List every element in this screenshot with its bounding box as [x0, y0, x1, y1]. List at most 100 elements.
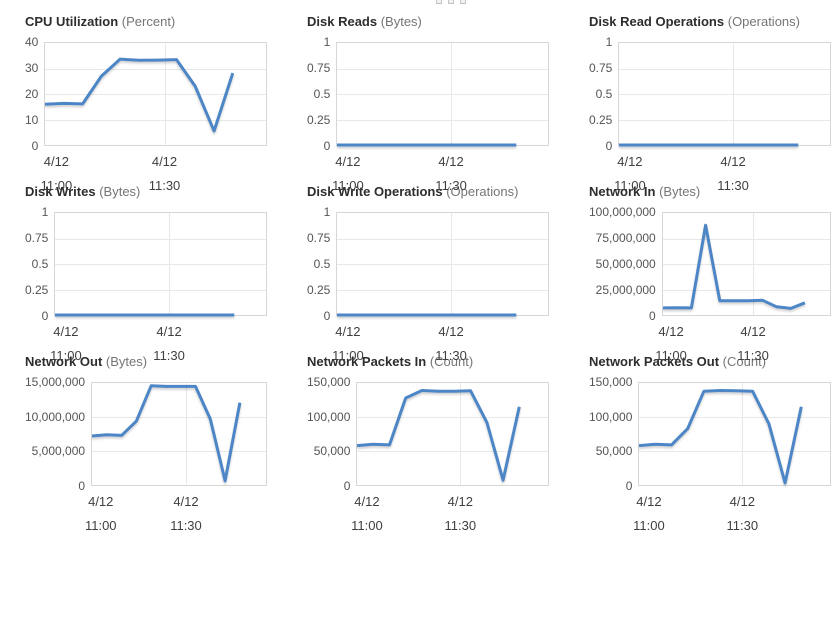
chart-body: 1 0.75 0.5 0.25 0 4/12 11:00 4/12 11:30 — [589, 35, 831, 193]
horizontal-gridline — [337, 68, 548, 70]
x-axis-label: 4/12 11:00 — [633, 494, 665, 533]
y-axis: 150,000 100,000 50,000 0 — [589, 375, 633, 493]
x-axis-label: 4/12 11:00 — [41, 154, 73, 193]
x-label-time: 11:30 — [726, 518, 759, 533]
x-label-date: 4/12 — [151, 154, 178, 169]
x-label-date: 4/12 — [354, 494, 380, 509]
horizontal-gridline — [357, 416, 548, 418]
vertical-gridline — [733, 43, 735, 145]
x-label-time: 11:30 — [148, 178, 181, 193]
metric-chart-card: Network In (Bytes) 100,000,000 75,000,000… — [589, 184, 831, 363]
x-label-date: 4/12 — [447, 494, 473, 509]
horizontal-gridline — [662, 264, 830, 265]
vertical-gridline — [460, 383, 462, 485]
chart-unit-text: (Count) — [429, 354, 474, 369]
chart-title-text: Network Packets Out — [589, 354, 720, 369]
chart-title: Network Out (Bytes) — [25, 354, 267, 370]
y-axis: 150,000 100,000 50,000 0 — [307, 375, 351, 493]
x-label-time: 11:30 — [435, 178, 467, 193]
x-axis-label: 4/12 11:00 — [351, 494, 383, 533]
x-axis-label: 4/12 11:30 — [717, 154, 749, 193]
x-label-time: 11:00 — [40, 178, 73, 193]
metric-chart-card: Disk Write Operations (Operations) 1 0.75… — [307, 184, 549, 363]
y-axis: 15,000,000 10,000,000 5,000,000 0 — [25, 375, 86, 493]
plot-area[interactable]: 4/12 11:00 4/12 11:30 — [85, 382, 267, 533]
plot-area[interactable]: 4/12 11:00 4/12 11:30 — [50, 212, 267, 363]
metric-line-chart — [45, 57, 235, 133]
horizontal-gridline — [662, 289, 830, 291]
x-label-date: 4/12 — [740, 324, 766, 339]
vertical-gridline — [451, 43, 453, 145]
chart-title-text: Network Out — [25, 354, 103, 369]
chart-unit-text: (Bytes) — [99, 184, 141, 199]
chart-unit-text: (Count) — [722, 354, 767, 369]
x-label-time: 11:00 — [633, 518, 665, 533]
plot-area[interactable]: 4/12 11:00 4/12 11:30 — [332, 42, 549, 193]
chart-body: 1 0.75 0.5 0.25 0 4/12 11:00 4/12 11:30 — [307, 205, 549, 363]
chart-title-text: Disk Reads — [307, 14, 378, 29]
metric-chart-card: CPU Utilization (Percent) 40 30 20 10 0 4/12… — [25, 14, 267, 193]
metric-line-chart — [55, 313, 235, 317]
metric-line-chart — [619, 143, 799, 147]
chart-body: 150,000 100,000 50,000 0 4/12 11:00 4/12 11:30 — [589, 375, 831, 533]
x-axis-label: 4/12 11:00 — [50, 324, 82, 363]
x-label-date: 4/12 — [43, 154, 70, 169]
metric-line-chart — [91, 384, 242, 483]
chart-title-text: Network Packets In — [307, 354, 427, 369]
y-axis: 1 0.75 0.5 0.25 0 — [589, 35, 613, 153]
metric-line-chart — [662, 223, 806, 310]
plot-area[interactable]: 4/12 11:00 4/12 11:30 — [41, 42, 267, 193]
x-label-time: 11:30 — [444, 518, 477, 533]
x-label-date: 4/12 — [156, 324, 182, 339]
chart-title-text: Disk Read Operations — [589, 14, 725, 29]
x-axis-label: 4/12 11:00 — [655, 324, 687, 363]
x-label-time: 11:00 — [655, 348, 687, 363]
x-label-date: 4/12 — [617, 154, 643, 169]
y-axis: 40 30 20 10 0 — [25, 35, 39, 153]
chart-title: Disk Reads (Bytes) — [307, 14, 549, 30]
chart-title-text: CPU Utilization — [25, 14, 119, 29]
chart-title: Network Packets In (Count) — [307, 354, 549, 370]
x-label-time: 11:00 — [332, 348, 364, 363]
horizontal-gridline — [337, 94, 548, 95]
chart-unit-text: (Bytes) — [105, 354, 148, 369]
chart-title: Disk Writes (Bytes) — [25, 184, 267, 200]
horizontal-gridline — [619, 68, 830, 70]
chart-title: Disk Write Operations (Operations) — [307, 184, 549, 200]
y-axis: 1 0.75 0.5 0.25 0 — [307, 35, 331, 153]
horizontal-gridline — [92, 450, 266, 452]
chart-body: 1 0.75 0.5 0.25 0 4/12 11:00 4/12 11:30 — [307, 35, 549, 193]
x-axis-label: 4/12 11:00 — [332, 154, 364, 193]
x-label-time: 11:00 — [614, 178, 646, 193]
vertical-gridline — [742, 383, 744, 485]
horizontal-gridline — [337, 264, 548, 265]
y-axis: 100,000,000 75,000,000 50,000,000 25,000,00… — [589, 205, 656, 323]
plot-area[interactable]: 4/12 11:00 4/12 11:30 — [633, 382, 831, 533]
horizontal-gridline — [662, 238, 830, 240]
x-axis-label: 4/12 11:30 — [170, 494, 202, 533]
plot-area[interactable]: 4/12 11:00 4/12 11:30 — [614, 42, 831, 193]
x-label-date: 4/12 — [438, 154, 464, 169]
chart-body: 15,000,000 10,000,000 5,000,000 0 4/12 11:00… — [25, 375, 267, 533]
x-axis-label: 4/12 11:30 — [445, 494, 477, 533]
plot-area[interactable]: 4/12 11:00 4/12 11:30 — [351, 382, 549, 533]
x-label-date: 4/12 — [636, 494, 662, 509]
charts-grid: CPU Utilization (Percent) 40 30 20 10 0 4/12… — [25, 14, 831, 533]
vertical-gridline — [185, 383, 187, 485]
metric-chart-card: Disk Reads (Bytes) 1 0.75 0.5 0.25 0 4/12 11:… — [307, 14, 549, 193]
chart-body: 150,000 100,000 50,000 0 4/12 11:00 4/12 11:30 — [307, 375, 549, 533]
horizontal-gridline — [639, 450, 830, 452]
plot-area[interactable]: 4/12 11:00 4/12 11:30 — [332, 212, 549, 363]
x-axis-label: 4/12 11:30 — [153, 324, 185, 363]
metric-line-chart — [639, 389, 804, 485]
metric-line-chart — [357, 389, 522, 482]
horizontal-gridline — [619, 119, 830, 121]
x-label-time: 11:00 — [84, 518, 117, 533]
chart-title: CPU Utilization (Percent) — [25, 14, 267, 30]
x-axis-label: 4/12 11:30 — [435, 324, 467, 363]
metric-chart-card: Disk Writes (Bytes) 1 0.75 0.5 0.25 0 4/12 11… — [25, 184, 267, 363]
dot-icon — [436, 0, 442, 4]
plot-area[interactable]: 4/12 11:00 4/12 11:30 — [655, 212, 831, 363]
horizontal-gridline — [45, 68, 266, 70]
